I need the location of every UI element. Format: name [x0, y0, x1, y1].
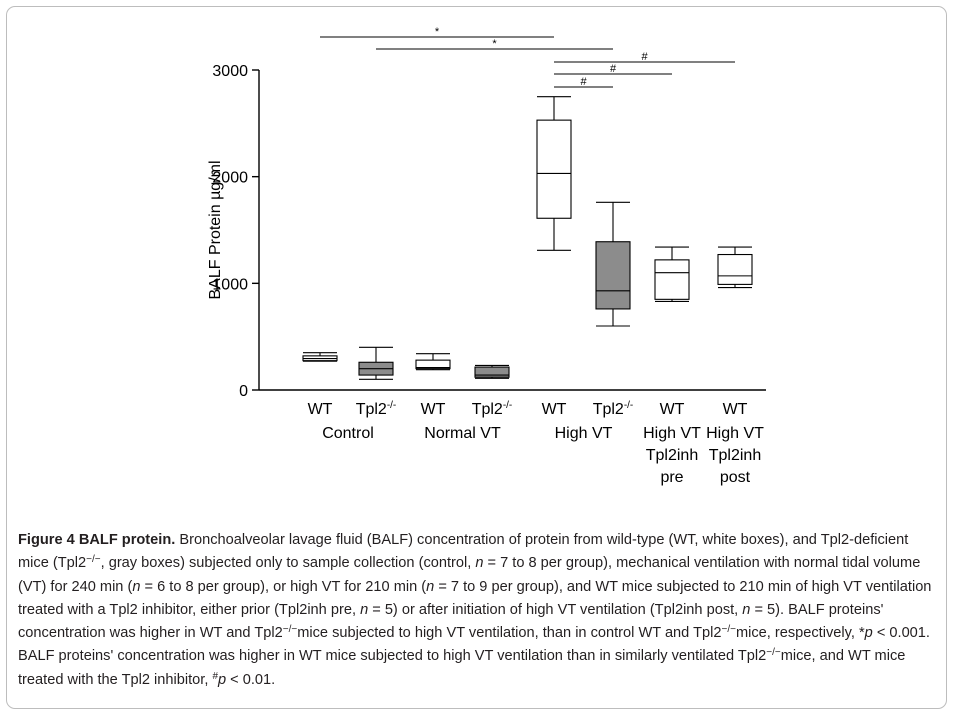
caption-body: Bronchoalveolar lavage fluid (BALF) conc… — [18, 532, 931, 688]
x-group-label: High VT — [706, 425, 764, 442]
x-tick-label: WT — [660, 401, 685, 418]
x-tick-label: Tpl2-/- — [472, 400, 513, 418]
box-iqr — [415, 359, 451, 370]
significance-marker: * — [492, 38, 497, 50]
significance-marker: # — [610, 63, 617, 75]
caption-segment: = 7 to 9 per group), and WT mice subject… — [18, 578, 932, 618]
x-tick-label: WT — [542, 401, 567, 418]
caption-segment: Bronchoalveolar lavage fluid (BALF) conc… — [18, 532, 909, 572]
y-axis-label: BALF Protein µg/ml — [207, 160, 224, 299]
figure-frame — [6, 6, 947, 709]
caption-segment: −/− — [766, 647, 781, 659]
y-tick-label: 0 — [239, 383, 248, 400]
caption-title: BALF protein. — [78, 532, 176, 548]
caption-segment: n — [426, 578, 435, 595]
caption-segment: p — [218, 671, 227, 688]
caption-segment: mice, and WT mice treated with the Tpl2 … — [18, 648, 906, 688]
x-group-label: pre — [660, 469, 683, 486]
caption-segment: mice subjected to high VT ventilation, t… — [297, 625, 722, 642]
caption-segment: n — [132, 578, 141, 595]
caption-segment: < 0.01. — [226, 671, 276, 688]
y-tick-label: 2000 — [212, 170, 248, 187]
caption-segment: < 0.001. BALF proteins' concentration wa… — [18, 625, 930, 665]
caption-segment: p — [864, 625, 873, 642]
x-group-label: High VT — [555, 425, 613, 442]
box-iqr — [474, 366, 510, 378]
caption-segment: = 5). BALF proteins' concentration was h… — [18, 601, 884, 642]
figure-caption: Figure 4 BALF protein. Bronchoalveolar l… — [18, 529, 940, 692]
significance-marker: # — [580, 76, 587, 88]
caption-segment: n — [360, 601, 369, 618]
caption-segment: n — [475, 555, 484, 572]
caption-segment: −/− — [86, 554, 101, 566]
x-tick-label: Tpl2-/- — [356, 400, 397, 418]
box-iqr — [536, 119, 572, 219]
significance-marker: # — [641, 51, 648, 63]
caption-segment: −/− — [721, 624, 736, 636]
box-iqr — [654, 259, 690, 300]
box-plot-chart: 0 1000 2000 3000 BALF Protein µg/ml WT Tpl2-/-… — [207, 26, 766, 486]
caption-segment: , gray boxes) subjected only to sample c… — [100, 555, 476, 572]
y-tick-label: 3000 — [212, 63, 248, 80]
caption-segment: = 6 to 8 per group), or high VT for 210 … — [140, 578, 427, 595]
x-group-label: Normal VT — [424, 425, 501, 442]
x-group-label: Control — [322, 425, 374, 442]
box-iqr — [595, 241, 631, 310]
x-tick-label: WT — [308, 401, 333, 418]
x-tick-label: WT — [723, 401, 748, 418]
caption-segment: −/− — [282, 624, 298, 636]
caption-segment: n — [742, 601, 751, 618]
x-group-label: post — [720, 469, 751, 486]
caption-segment: # — [212, 670, 218, 682]
significance-marker: * — [435, 26, 440, 38]
x-tick-label: WT — [421, 401, 446, 418]
caption-figure-label: Figure 4 — [18, 532, 75, 548]
caption-segment: = 5) or after initiation of high VT vent… — [368, 601, 743, 618]
box-iqr — [717, 253, 753, 285]
caption-segment: = 7 to 8 per group), mechanical ventilat… — [18, 555, 921, 595]
y-tick-label: 1000 — [212, 276, 248, 293]
x-group-label: High VT — [643, 425, 701, 442]
x-group-label: Tpl2inh — [646, 447, 698, 464]
x-group-label: Tpl2inh — [709, 447, 761, 464]
x-tick-label: Tpl2-/- — [593, 400, 634, 418]
caption-segment: mice, respectively, * — [735, 625, 865, 642]
